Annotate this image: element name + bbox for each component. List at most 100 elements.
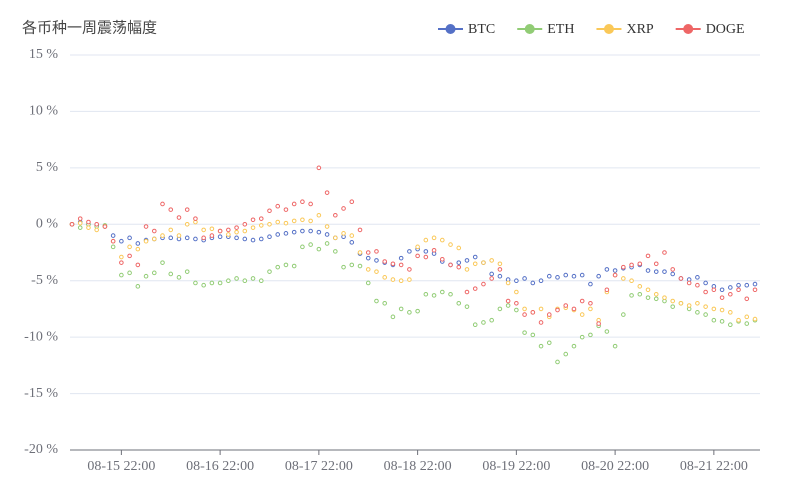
point — [538, 306, 544, 312]
point — [135, 246, 141, 252]
point — [374, 258, 379, 263]
point — [563, 272, 569, 278]
legend-item[interactable]: BTC — [438, 22, 495, 37]
point — [653, 291, 659, 297]
point — [695, 275, 700, 280]
point — [110, 244, 116, 250]
point — [234, 225, 239, 230]
point — [736, 282, 741, 288]
point — [588, 332, 593, 338]
point — [374, 269, 379, 274]
point — [184, 221, 190, 227]
point — [316, 165, 322, 171]
point — [291, 229, 297, 235]
y-tick-label: 15 % — [29, 47, 59, 62]
point — [365, 280, 371, 286]
point — [209, 280, 215, 286]
point — [151, 270, 157, 276]
point — [390, 277, 396, 282]
y-tick-label: 5 % — [36, 160, 59, 175]
legend-marker — [603, 24, 614, 34]
point — [670, 271, 676, 277]
point — [127, 244, 132, 250]
point — [308, 228, 313, 234]
point — [637, 291, 643, 297]
point — [489, 258, 494, 263]
point — [711, 317, 717, 323]
point — [530, 332, 536, 338]
point — [151, 236, 157, 242]
legend-item[interactable]: ETH — [517, 22, 574, 37]
legend-item[interactable]: XRP — [596, 22, 654, 37]
legend-marker — [445, 24, 456, 34]
point — [324, 224, 330, 229]
point — [423, 291, 429, 297]
point — [612, 343, 618, 349]
point — [431, 293, 437, 298]
point — [407, 267, 412, 272]
point — [448, 291, 453, 297]
x-tick-label: 08-16 22:00 — [186, 459, 254, 474]
point — [546, 312, 552, 317]
point — [160, 201, 165, 207]
point — [489, 276, 494, 281]
point — [184, 269, 190, 274]
point — [744, 282, 750, 288]
point — [472, 286, 478, 291]
point — [176, 233, 182, 238]
point — [77, 220, 83, 226]
point — [398, 278, 404, 284]
point — [637, 284, 643, 289]
series — [69, 221, 758, 365]
point — [423, 237, 429, 243]
point — [695, 300, 700, 306]
point — [283, 220, 289, 226]
legend-item[interactable]: DOGE — [675, 22, 745, 37]
point — [258, 278, 264, 284]
point — [744, 321, 750, 326]
point — [242, 236, 248, 242]
point — [604, 267, 610, 272]
x-tick-label: 08-20 22:00 — [581, 459, 649, 474]
point — [481, 260, 486, 265]
point — [226, 232, 231, 237]
point — [143, 224, 149, 229]
point — [176, 215, 182, 220]
point — [217, 280, 223, 286]
point — [168, 235, 174, 241]
point — [382, 259, 387, 264]
point — [291, 263, 297, 269]
point — [464, 304, 470, 309]
point — [415, 308, 420, 314]
point — [300, 217, 305, 223]
point — [160, 233, 165, 238]
point — [316, 212, 322, 218]
point — [678, 276, 684, 281]
point — [538, 320, 544, 325]
point — [489, 271, 494, 277]
point — [258, 216, 264, 221]
point — [703, 280, 708, 286]
point — [538, 343, 544, 349]
point — [102, 224, 108, 229]
point — [497, 267, 503, 272]
point — [711, 287, 717, 293]
point — [110, 238, 116, 244]
point — [563, 351, 569, 357]
point — [505, 303, 511, 308]
point — [349, 262, 355, 268]
point — [703, 312, 708, 317]
point — [653, 296, 659, 302]
point — [316, 246, 322, 252]
point — [193, 216, 198, 221]
point — [522, 306, 527, 312]
point — [250, 237, 256, 243]
point — [135, 284, 141, 289]
point — [250, 217, 256, 223]
point — [588, 306, 593, 312]
point — [489, 317, 494, 323]
legend-text: BTC — [468, 22, 495, 37]
point — [464, 258, 470, 263]
point — [596, 321, 601, 326]
